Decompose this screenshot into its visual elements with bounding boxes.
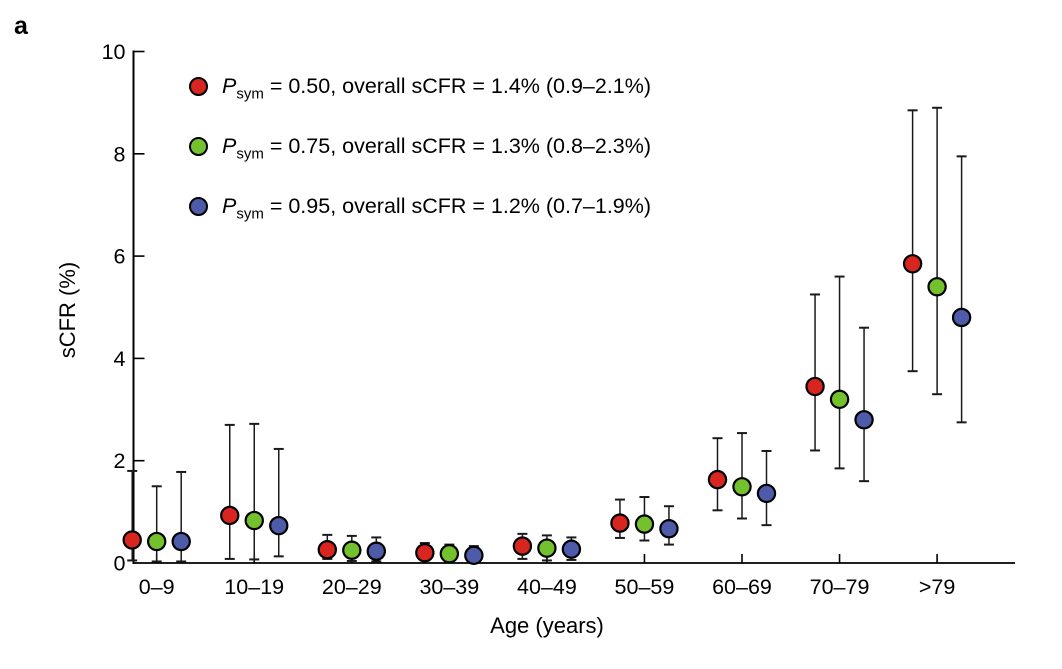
data-point: [122, 530, 142, 550]
error-bar: [859, 326, 870, 483]
y-tick-label: 2: [114, 449, 126, 473]
data-point: [439, 544, 460, 564]
data-point: [829, 389, 850, 410]
x-tick-label: 50–59: [615, 575, 675, 599]
data-point: [854, 410, 874, 430]
data-point: [244, 510, 264, 531]
legend-marker-blue: [189, 196, 208, 216]
data-point: [512, 536, 533, 556]
y-tick-label: 0: [114, 552, 126, 576]
error-bar: [956, 155, 967, 424]
legend-item: Psym = 0.75, overall sCFR = 1.3% (0.8–2.…: [189, 127, 651, 165]
data-point: [537, 538, 557, 558]
y-tick-label: 4: [114, 347, 126, 371]
data-point: [610, 513, 630, 533]
x-tick-label: 30–39: [419, 575, 479, 599]
error-bar: [224, 423, 235, 560]
data-point: [659, 519, 679, 539]
data-point: [951, 307, 972, 328]
data-point: [220, 505, 240, 526]
legend: Psym = 0.50, overall sCFR = 1.4% (0.9–2.…: [189, 67, 651, 247]
error-bar: [249, 422, 260, 561]
data-point: [415, 543, 435, 563]
error-bar: [737, 432, 747, 520]
x-tick-label: 20–29: [322, 575, 382, 599]
legend-label: Psym = 0.75, overall sCFR = 1.3% (0.8–2.…: [222, 133, 652, 162]
y-tick-label: 6: [114, 245, 126, 269]
data-point: [634, 514, 655, 534]
error-bar: [834, 275, 845, 470]
x-axis-label: Age (years): [490, 613, 604, 638]
panel-label: a: [14, 12, 28, 40]
data-point: [171, 531, 191, 552]
data-point: [732, 477, 752, 497]
legend-label: Psym = 0.50, overall sCFR = 1.4% (0.9–2.…: [222, 73, 652, 102]
y-tick-label: 10: [102, 40, 126, 64]
legend-marker-red: [189, 76, 208, 96]
data-point: [317, 540, 337, 560]
x-tick-label: 70–79: [810, 575, 870, 599]
error-bar: [932, 106, 943, 396]
data-point: [464, 545, 484, 566]
x-tick-label: 40–49: [517, 575, 577, 599]
error-bar: [273, 447, 284, 558]
legend-item: Psym = 0.95, overall sCFR = 1.2% (0.7–1.…: [189, 187, 651, 225]
x-tick-label: 0–9: [139, 575, 175, 599]
data-point: [366, 541, 386, 561]
legend-marker-green: [189, 136, 208, 156]
data-point: [561, 539, 582, 559]
x-tick-label: 10–19: [224, 575, 284, 599]
error-bar: [810, 293, 821, 452]
data-point: [707, 469, 728, 490]
legend-item: Psym = 0.50, overall sCFR = 1.4% (0.9–2.…: [189, 67, 651, 105]
data-point: [342, 540, 362, 560]
x-tick-label: >79: [919, 575, 955, 599]
data-point: [805, 376, 825, 397]
data-point: [927, 277, 947, 297]
data-point: [902, 254, 923, 274]
data-point: [269, 515, 289, 536]
y-tick-label: 8: [114, 142, 126, 166]
x-tick-label: 60–69: [712, 575, 772, 599]
y-axis-label: sCFR (%): [55, 261, 80, 359]
legend-label: Psym = 0.95, overall sCFR = 1.2% (0.7–1.…: [222, 193, 652, 222]
data-point: [756, 483, 777, 504]
error-bar: [907, 109, 918, 373]
data-point: [146, 531, 167, 552]
